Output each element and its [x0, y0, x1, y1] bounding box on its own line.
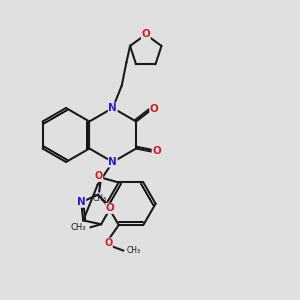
- Text: CH₃: CH₃: [70, 223, 86, 232]
- Text: N: N: [108, 157, 117, 167]
- Text: CH₃: CH₃: [92, 194, 106, 203]
- Text: N: N: [108, 103, 117, 113]
- Text: O: O: [150, 104, 158, 115]
- Text: CH₃: CH₃: [126, 246, 140, 255]
- Text: O: O: [94, 171, 103, 182]
- Text: O: O: [106, 203, 115, 213]
- Text: O: O: [104, 238, 112, 248]
- Text: O: O: [152, 146, 161, 157]
- Text: N: N: [77, 197, 85, 207]
- Text: O: O: [141, 29, 150, 40]
